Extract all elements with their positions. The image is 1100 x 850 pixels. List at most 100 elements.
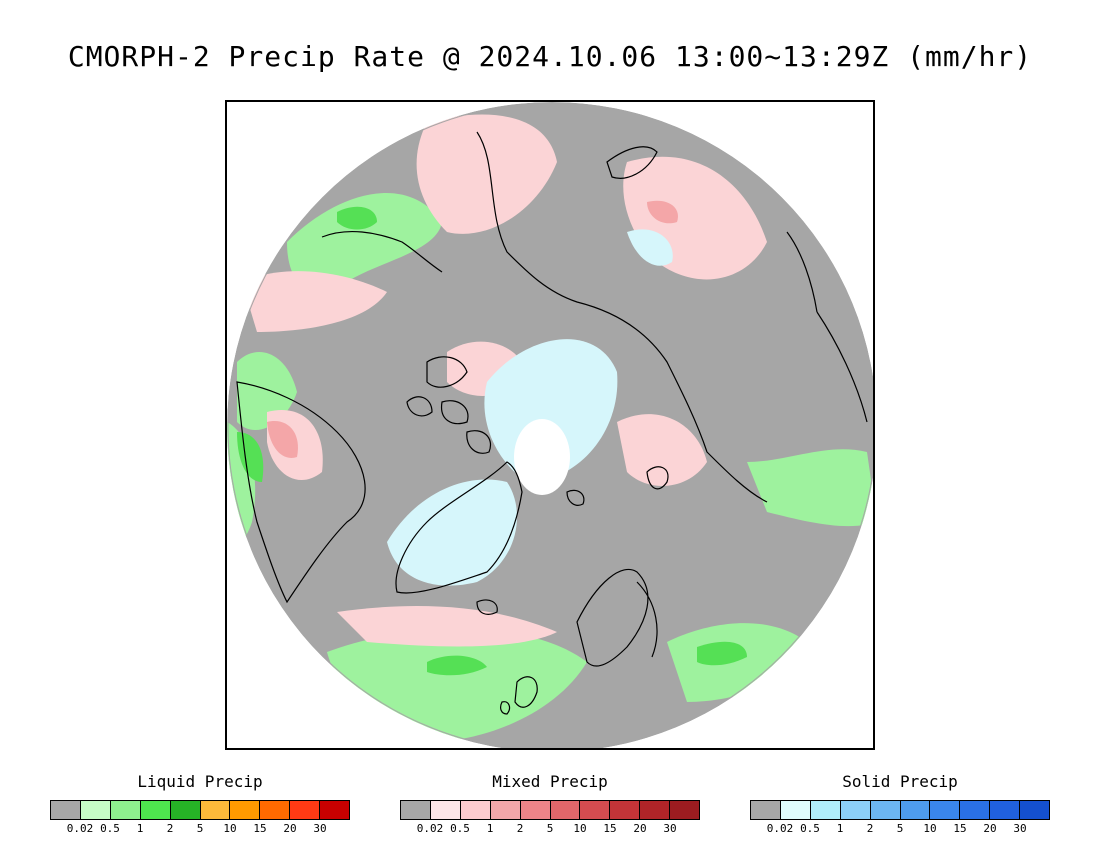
legend-swatch-liquid-6	[230, 801, 261, 819]
legend-tick-liquid-3: 2	[166, 822, 174, 835]
legend-swatch-liquid-7	[260, 801, 291, 819]
mixed-region-greenland-sea	[337, 606, 557, 647]
legend-swatch-solid-1	[780, 801, 811, 819]
legend-swatch-liquid-5	[200, 801, 231, 819]
solid-region-greenland	[387, 479, 517, 586]
mixed-heavy-siberia	[647, 200, 678, 224]
solid-region-siberia	[627, 229, 673, 266]
legend-title-mixed: Mixed Precip	[492, 772, 608, 791]
legend-swatches-solid	[750, 800, 1050, 820]
legend-swatch-solid-0	[751, 801, 781, 819]
coastline-alaska	[321, 230, 443, 273]
legend-title-liquid: Liquid Precip	[137, 772, 263, 791]
legend-swatch-liquid-1	[80, 801, 111, 819]
legend-tick-liquid-6: 15	[253, 822, 267, 835]
legend-tick-mixed-4: 5	[546, 822, 554, 835]
mixed-region-barents	[617, 414, 707, 486]
legend-tick-liquid-4: 5	[196, 822, 204, 835]
legend-tick-liquid-1: 0.5	[100, 822, 120, 835]
liquid-heavy-pacific	[337, 206, 377, 230]
map-title: CMORPH-2 Precip Rate @ 2024.10.06 13:00~…	[67, 40, 1033, 73]
legend-swatch-solid-4	[870, 801, 901, 819]
mixed-region-pacific	[242, 271, 387, 332]
legend-swatches-liquid	[50, 800, 350, 820]
legend-swatch-mixed-4	[520, 801, 551, 819]
coastlines	[236, 131, 868, 715]
legend-tick-solid-8: 30	[1013, 822, 1027, 835]
legend-tick-solid-0: 0.02	[766, 822, 794, 835]
polar-map-frame	[225, 100, 875, 750]
coastline-greenland	[395, 461, 523, 594]
legend-swatch-mixed-1	[430, 801, 461, 819]
coastline-novaya-zemlya	[646, 466, 669, 490]
liquid-heavy-europe	[697, 641, 747, 666]
liquid-region-east-siberia	[747, 449, 873, 527]
coastline-canadian-archipelago	[406, 356, 491, 454]
legend-tick-mixed-7: 20	[633, 822, 647, 835]
legend-tick-mixed-8: 30	[663, 822, 677, 835]
legend-swatch-liquid-0	[51, 801, 81, 819]
legend-tick-mixed-2: 1	[486, 822, 494, 835]
legend-tick-mixed-3: 2	[516, 822, 524, 835]
legend-swatch-liquid-3	[140, 801, 171, 819]
legend-ticks-solid: 0.02 0.5 1 2 5 10 15 20 30	[750, 822, 1050, 836]
legend-tick-solid-5: 10	[923, 822, 937, 835]
legend-tick-liquid-2: 1	[136, 822, 144, 835]
legend-swatch-liquid-4	[170, 801, 201, 819]
legend-tick-solid-3: 2	[866, 822, 874, 835]
polar-data-gap	[514, 419, 570, 495]
legend-tick-mixed-5: 10	[573, 822, 587, 835]
coastline-svalbard	[566, 489, 585, 506]
legend-tick-liquid-7: 20	[283, 822, 297, 835]
legend-swatch-liquid-2	[110, 801, 141, 819]
legend-tick-liquid-0: 0.02	[66, 822, 94, 835]
legend-tick-solid-4: 5	[896, 822, 904, 835]
legend-solid-precip: Solid Precip 0.02 0.5 1 2 5 10 15 20 30	[750, 772, 1050, 836]
legend-swatches-mixed	[400, 800, 700, 820]
coastline-kamchatka	[786, 231, 818, 313]
legend-swatch-liquid-8	[290, 801, 321, 819]
legend-title-solid: Solid Precip	[842, 772, 958, 791]
legend-tick-liquid-5: 10	[223, 822, 237, 835]
coastline-iceland	[476, 599, 498, 615]
mixed-heavy-pacific	[267, 421, 298, 458]
coastline-chukotka	[606, 146, 658, 179]
legend-tick-liquid-8: 30	[313, 822, 327, 835]
legend-swatch-solid-8	[990, 801, 1021, 819]
map-disc-outline	[227, 102, 873, 748]
legend-swatch-solid-6	[930, 801, 961, 819]
legend-tick-mixed-1: 0.5	[450, 822, 470, 835]
legend-swatch-solid-7	[960, 801, 991, 819]
liquid-region-north-pacific	[287, 193, 442, 292]
legend-swatch-mixed-9	[670, 801, 700, 819]
legend-liquid-precip: Liquid Precip 0.02 0.5 1 2 5 10 15 20 30	[50, 772, 350, 836]
legend-swatch-solid-9	[1020, 801, 1050, 819]
legend-tick-solid-7: 20	[983, 822, 997, 835]
mixed-region-alaska	[416, 114, 557, 234]
legend-tick-mixed-0: 0.02	[416, 822, 444, 835]
legend-tick-solid-2: 1	[836, 822, 844, 835]
legend-swatch-mixed-7	[610, 801, 641, 819]
legend-swatch-mixed-2	[460, 801, 491, 819]
coastline-east-asia	[816, 311, 868, 423]
coastline-north-america	[236, 381, 366, 604]
legend-swatch-solid-2	[810, 801, 841, 819]
legend-tick-solid-1: 0.5	[800, 822, 820, 835]
polar-precip-map	[227, 102, 873, 748]
legend-swatch-solid-5	[900, 801, 931, 819]
legend-swatch-liquid-9	[320, 801, 350, 819]
legend-swatch-mixed-6	[580, 801, 611, 819]
coastline-siberia	[476, 131, 768, 503]
legend-tick-mixed-6: 15	[603, 822, 617, 835]
legend-swatch-solid-3	[840, 801, 871, 819]
legend-swatch-mixed-0	[401, 801, 431, 819]
coastline-british-isles	[500, 676, 538, 715]
legend-swatch-mixed-5	[550, 801, 581, 819]
coastline-scandinavia	[576, 568, 658, 667]
legend-swatch-mixed-3	[490, 801, 521, 819]
legend-mixed-precip: Mixed Precip 0.02 0.5 1 2 5 10 15 20 30	[400, 772, 700, 836]
liquid-region-europe	[667, 623, 807, 702]
liquid-precip-regions	[227, 193, 873, 742]
legend-swatch-mixed-8	[640, 801, 671, 819]
liquid-heavy-atlantic	[427, 655, 487, 676]
